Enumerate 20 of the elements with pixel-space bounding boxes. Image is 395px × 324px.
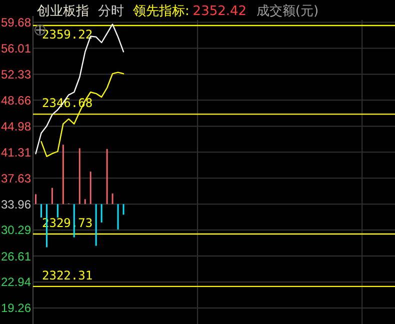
y-tick-label: 33.96 [0,197,32,212]
y-tick-label: 59.68 [0,15,32,30]
y-tick-label: 30.29 [0,223,32,238]
y-tick-label: 56.01 [0,41,32,56]
text: 成交额(元) [256,3,319,19]
y-tick-label: 52.33 [0,67,32,82]
chart-title: 创业板指 [37,4,89,19]
text: 2352.42 [192,4,247,19]
line-series [35,24,124,154]
y-tick-label: 48.66 [0,93,32,108]
text: 领先指标: [133,4,190,19]
y-tick-label: 44.98 [0,119,32,134]
y-tick-label: 22.94 [0,275,32,290]
y-tick-label: 37.63 [0,171,32,186]
ref-line-label: 2322.31 [42,268,93,282]
y-tick-label: 19.26 [0,301,32,316]
y-tick-label: 41.31 [0,145,32,160]
ref-line-label: 2359.22 [42,28,93,42]
chart-subtitle: 分时 [98,4,124,19]
y-tick-label: 26.61 [0,249,32,264]
